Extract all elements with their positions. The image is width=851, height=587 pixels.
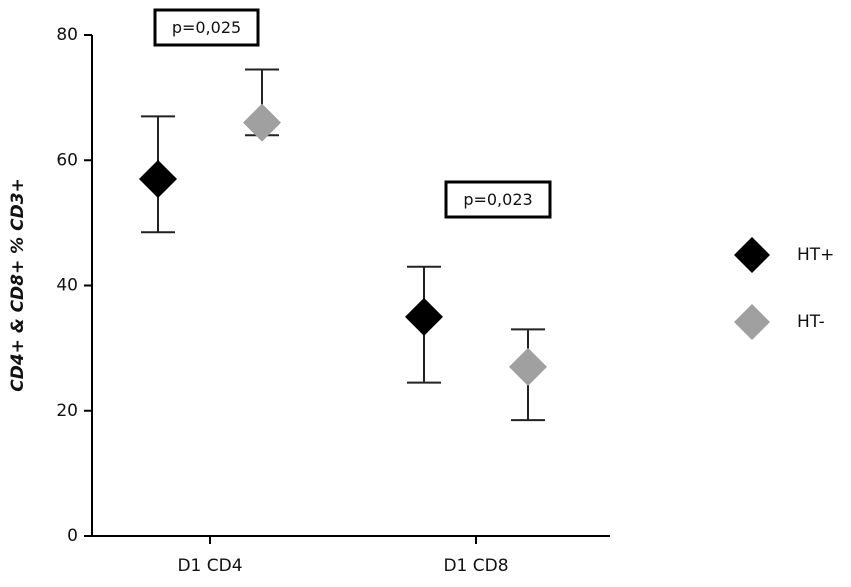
annotation: p=0,025 [172,18,241,37]
y-tick-label: 80 [56,25,78,45]
legend-marker [734,304,770,340]
annotation-box [444,180,552,219]
y-tick-label: 60 [56,150,78,170]
y-axis-label: CD4+ & CD8+ % CD3+ [8,178,28,392]
point [139,160,177,199]
y-tick-label: 40 [56,276,78,296]
y-tick-label: 0 [67,526,78,546]
annotation: p=0,023 [463,190,532,209]
legend-label: HT- [797,312,825,332]
point [405,297,443,336]
legend-label: HT+ [797,245,834,265]
y-tick-label: 20 [56,401,78,421]
legend-marker [734,237,770,273]
point [509,347,547,386]
x-tick-label: D1 CD8 [443,556,508,576]
x-tick-label: D1 CD4 [177,556,242,576]
point [243,103,281,142]
annotation-box [153,8,260,47]
